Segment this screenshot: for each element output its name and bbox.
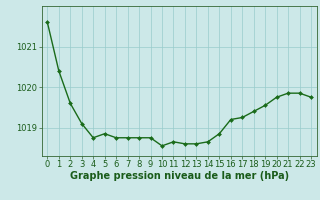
X-axis label: Graphe pression niveau de la mer (hPa): Graphe pression niveau de la mer (hPa)	[70, 171, 289, 181]
